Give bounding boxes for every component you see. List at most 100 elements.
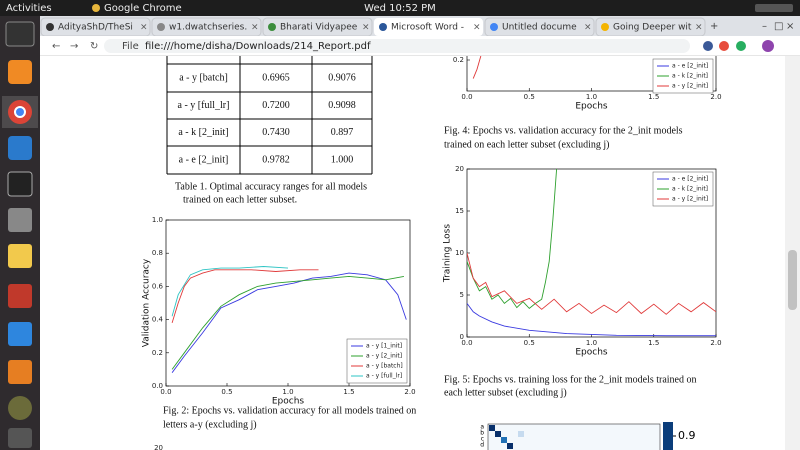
tab-title: Untitled docume [502,23,577,33]
tab-favicon [268,23,276,31]
pdf-page [40,56,785,450]
tab-title: Bharati Vidyapee [280,23,358,33]
plot-clip [467,303,716,337]
y-tick-label: 0 [460,333,464,341]
table-cell: 0.9098 [328,100,356,111]
heatmap-cell [518,431,524,437]
url[interactable]: file:///home/disha/Downloads/214_Report.… [145,41,371,52]
y-tick-label: 20 [455,165,464,173]
vscode-icon[interactable] [8,136,32,160]
profile[interactable] [762,40,774,52]
x-tick-label: 0.5 [524,93,535,101]
x-tick-label: 2.0 [710,93,721,101]
table-cell: 0.897 [331,127,354,138]
ext-3[interactable] [736,41,746,51]
clock[interactable]: Wed 10:52 PM [364,3,436,14]
chrome-dock-center [14,106,26,118]
legend-label: a - e [2_init] [672,176,708,183]
figure-caption: letters a-y (excluding j) [163,419,257,430]
plot-clip [171,272,407,373]
tab-close[interactable]: × [251,23,259,33]
x-tick-label: 1.5 [648,93,659,101]
files-icon[interactable] [8,208,32,232]
table-cell: a - k [2_init] [178,127,228,138]
x-tick-label: 2.0 [404,388,415,396]
x-tick-label: 1.0 [586,93,597,101]
y-tick-label: 0.0 [152,382,163,390]
row-label: a [480,424,484,431]
legend-label: a - y [2_init] [366,353,402,360]
app-menu[interactable]: Google Chrome [104,3,182,14]
scroll-thumb[interactable] [788,250,797,310]
legend-label: a - y [2_init] [672,196,708,203]
tab-title: Going Deeper wit [613,23,692,33]
x-tick-label: 1.5 [648,339,659,347]
tab-close[interactable]: × [140,23,148,33]
series-line [472,56,482,79]
settings-icon[interactable] [8,396,32,420]
table-cell: a - e [2_init] [179,154,229,165]
colorbar [663,422,673,450]
series-line [467,303,716,337]
tab[interactable] [374,18,483,36]
legend-label: a - y [full_lr] [366,373,402,380]
apps-icon[interactable] [8,428,32,448]
notes-icon[interactable] [8,244,32,268]
y-tick-label: 1.0 [152,216,163,224]
plot-clip [472,56,482,79]
tab-favicon [601,23,609,31]
sublime-icon[interactable] [8,60,32,84]
close[interactable]: × [786,21,794,32]
heatmap [487,423,661,450]
series-line [467,169,558,310]
table-caption: Table 1. Optimal accuracy ranges for all… [175,181,367,192]
x-tick-label: 1.0 [586,339,597,347]
tab-title: Microsoft Word - [391,23,464,33]
maximize[interactable]: □ [774,21,783,32]
activities[interactable]: Activities [6,3,52,14]
figure-caption: Fig. 2: Epochs vs. validation accuracy f… [163,405,416,416]
legend-label: a - y [1_init] [366,343,402,350]
x-tick-label: 0.0 [461,339,472,347]
folder-icon[interactable] [8,284,32,308]
x-axis-label: Epochs [575,348,608,358]
table-caption: trained on each letter subset. [183,194,297,205]
terminal-icon[interactable] [5,21,35,47]
x-tick-label: 1.5 [343,388,354,396]
table-cell: 1.000 [331,154,354,165]
ext-1[interactable] [703,41,713,51]
tab-close[interactable]: × [584,23,592,33]
table-cell: a - y [batch] [179,72,228,83]
writer-icon[interactable] [8,322,32,346]
minimize[interactable]: – [762,21,767,32]
legend-label: a - y [batch] [366,363,403,370]
x-tick-label: 0.5 [221,388,232,396]
tab-favicon [46,23,54,31]
ext-2[interactable] [719,41,729,51]
table-cell: a - y [full_lr] [178,100,230,111]
heatmap-cell [507,443,513,449]
back[interactable]: ← [52,41,60,52]
y-tick-label: 10 [455,249,464,257]
tab-title: w1.dwatchseries. [169,23,247,33]
new-tab[interactable]: + [710,21,718,32]
tab-close[interactable]: × [695,23,703,33]
tab-close[interactable]: × [362,23,370,33]
colorbar-label: 0.9 [678,429,696,442]
scheme: File [122,41,139,52]
software-icon[interactable] [8,360,32,384]
figure-caption: trained on each letter subset (excluding… [444,139,610,150]
tab-close[interactable]: × [473,23,481,33]
reload[interactable]: ↻ [90,41,98,52]
table-cell: 0.7200 [262,100,290,111]
table-cell: 0.6965 [262,72,290,83]
omnibox[interactable] [104,39,690,53]
tab-favicon [490,23,498,31]
forward[interactable]: → [70,41,78,52]
system-tray[interactable] [755,4,793,12]
legend-label: a - y [2_init] [672,83,708,90]
heatmap-cell [501,437,507,443]
series-line [171,272,407,373]
video-icon[interactable] [7,171,33,197]
